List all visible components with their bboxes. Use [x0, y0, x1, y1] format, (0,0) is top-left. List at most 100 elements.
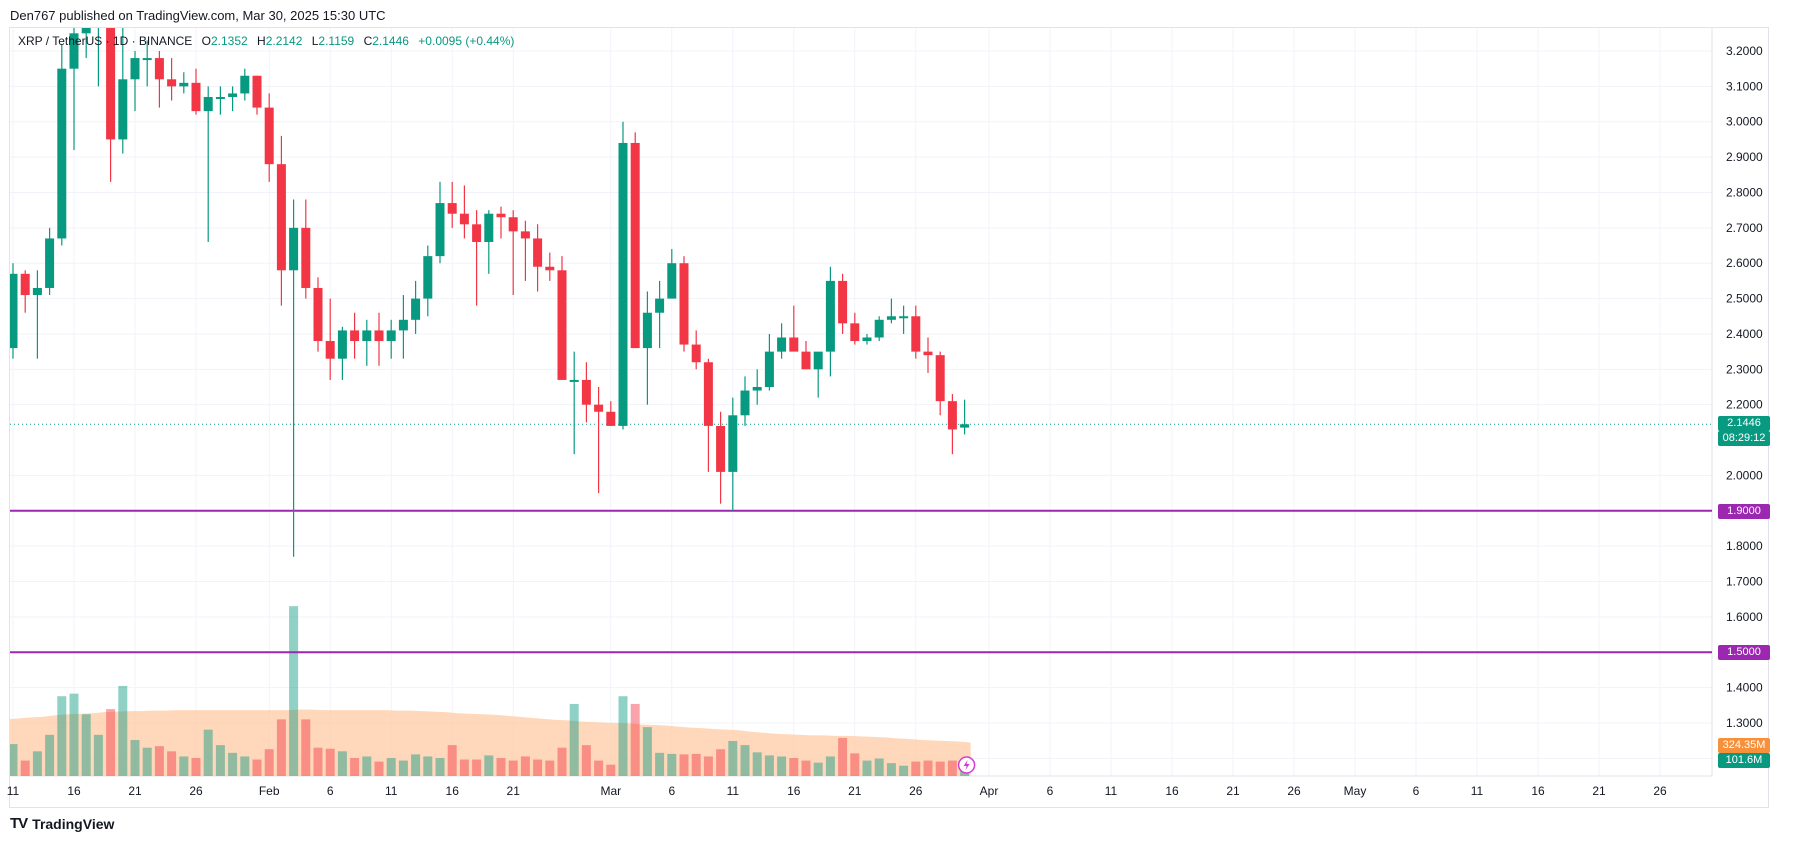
candle-body — [716, 425, 726, 472]
volume-bar — [569, 703, 579, 776]
candle-body — [386, 330, 396, 342]
price-chart[interactable]: 11 16 21 26 Feb 6 11 16 21 Mar 6 11 16 21 26 Apr 6 11 16 21… — [0, 0, 1794, 810]
candle-body — [533, 238, 543, 267]
volume-bar — [801, 760, 811, 776]
volume-bar — [435, 757, 445, 776]
volume-bar — [57, 696, 67, 776]
candle-body — [801, 351, 811, 370]
volume-bar — [484, 755, 494, 776]
low-label: L — [311, 34, 319, 48]
volume-bar — [630, 703, 640, 776]
candle-body — [703, 362, 713, 426]
y-tick-label: 2.3000 — [1726, 362, 1763, 376]
volume-bar — [606, 764, 616, 776]
y-tick-label: 2.4000 — [1726, 327, 1763, 341]
volume-ma-area — [10, 709, 971, 776]
volume-bar — [667, 753, 677, 776]
candle-body — [264, 107, 274, 165]
y-tick-label: 2.7000 — [1726, 221, 1763, 235]
candle-body — [411, 298, 421, 320]
candle-body — [496, 213, 506, 218]
volume-bar — [240, 756, 250, 776]
volume-bar — [142, 747, 152, 776]
volume-bar — [313, 747, 323, 776]
volume-bar — [45, 734, 55, 776]
candle-body — [337, 330, 347, 359]
level-tag-upper: 1.9000 — [1718, 504, 1770, 519]
candle-body — [398, 319, 408, 331]
volume-bar — [167, 751, 177, 776]
x-tick-label: 21 — [1592, 784, 1606, 798]
volume-bar — [716, 749, 726, 776]
high-value: 2.2142 — [265, 34, 303, 48]
y-tick-label: 2.6000 — [1726, 256, 1763, 270]
y-tick-label: 1.8000 — [1726, 539, 1763, 553]
candle-body — [191, 82, 201, 112]
volume-bar — [594, 760, 604, 776]
candle-body — [679, 263, 689, 345]
symbol-name[interactable]: XRP / TetherUS · 1D · BINANCE — [18, 34, 193, 48]
volume-bar — [130, 739, 140, 776]
volume-bar — [472, 759, 482, 776]
volume-bar — [350, 757, 360, 776]
volume-bar — [850, 753, 860, 776]
volume-bar — [862, 760, 872, 776]
y-tick-label: 1.6000 — [1726, 610, 1763, 624]
volume-bar — [215, 745, 225, 776]
candle-body — [947, 401, 957, 430]
y-tick-label: 2.8000 — [1726, 185, 1763, 199]
candle-body — [215, 96, 225, 99]
tradingview-footer[interactable]: TV TradingView — [10, 815, 114, 832]
candle-body — [45, 238, 55, 288]
volume-bar — [93, 734, 103, 776]
volume-bar — [520, 756, 530, 776]
close-label: C — [363, 34, 373, 48]
candle-body — [728, 415, 738, 472]
y-tick-label: 2.2000 — [1726, 398, 1763, 412]
x-tick-label: May — [1344, 784, 1367, 798]
x-tick-label: 11 — [1471, 784, 1484, 798]
candle-body — [667, 263, 677, 299]
volume-bar — [154, 746, 164, 776]
tradingview-logo-icon: TV — [10, 815, 28, 832]
volume-bar — [423, 756, 433, 776]
symbol-legend: XRP / TetherUS · 1D · BINANCE O2.1352 H2… — [18, 34, 514, 48]
volume-bar — [191, 757, 201, 776]
volume-bar — [581, 745, 591, 776]
volume-bar — [496, 757, 506, 776]
candle-body — [203, 96, 213, 112]
candle-body — [508, 217, 518, 232]
volume-bar — [947, 760, 957, 776]
candle-body — [423, 256, 433, 299]
candle-body — [362, 330, 372, 342]
y-tick-label: 2.0000 — [1726, 468, 1763, 482]
candle-body — [960, 424, 970, 428]
y-tick-label: 2.5000 — [1726, 292, 1763, 306]
candle-body — [581, 379, 591, 405]
volume-bar — [118, 685, 128, 776]
x-tick-label: 26 — [1287, 784, 1301, 798]
volume-bar — [179, 756, 189, 776]
publish-header: Den767 published on TradingView.com, Mar… — [10, 8, 386, 23]
x-tick-label: 21 — [507, 784, 521, 798]
x-tick-label: 11 — [727, 784, 740, 798]
volume-bar — [874, 758, 884, 776]
x-tick-label: 21 — [1226, 784, 1240, 798]
y-tick-label: 1.3000 — [1726, 716, 1763, 730]
change-value: +0.0095 (+0.44%) — [418, 34, 515, 48]
candle-body — [69, 33, 79, 69]
volume-bar — [679, 754, 689, 776]
volume-bar — [374, 761, 384, 776]
high-label: H — [257, 34, 266, 48]
volume-bar — [264, 749, 274, 776]
candle-body — [850, 323, 860, 342]
volume-bar — [886, 763, 896, 776]
candle-body — [838, 280, 848, 324]
candle-body — [935, 355, 945, 402]
volume-bar — [655, 752, 665, 776]
x-tick-label: 16 — [1165, 784, 1179, 798]
candle-body — [911, 316, 921, 352]
x-tick-label: Apr — [980, 784, 999, 798]
x-tick-label: 11 — [1105, 784, 1118, 798]
volume-bar — [325, 748, 335, 776]
